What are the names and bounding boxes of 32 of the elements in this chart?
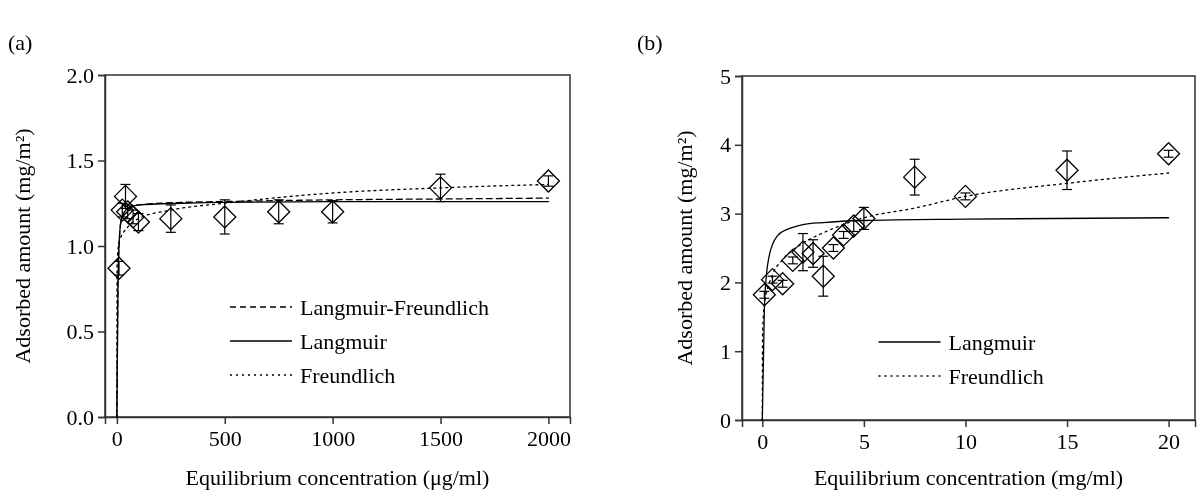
x-tick-label: 5 [858,428,870,454]
x-axis-title: Equilibrium concentration (mg/ml) [813,465,1124,490]
y-tick-label: 1 [720,338,731,364]
x-axis-title: Equilibrium concentration (μg/ml) [185,465,490,490]
y-tick-label: 4 [720,132,731,158]
legend-label: Langmuir-Freundlich [300,295,489,320]
chart-title: (b) [637,30,663,55]
y-tick-label: 2.0 [66,62,94,88]
x-tick-label: 0 [111,425,123,451]
y-tick-label: 5 [720,63,731,89]
legend-label: Freundlich [300,363,396,388]
y-axis-title: Adsorbed amount (mg/m²) [672,130,697,366]
legend-label: Freundlich [948,364,1044,389]
x-tick-label: 15 [1056,428,1079,454]
x-tick-label: 1000 [311,425,356,451]
legend-label: Langmuir [300,329,388,354]
x-tick-label: 20 [1158,428,1181,454]
legend-label: Langmuir [948,330,1036,355]
y-tick-label: 0 [720,407,731,433]
y-tick-label: 2 [720,269,731,295]
y-tick-label: 0.0 [66,404,94,430]
y-tick-label: 1.0 [66,233,94,259]
x-tick-label: 0 [757,428,769,454]
x-tick-label: 500 [208,425,242,451]
y-tick-label: 1.5 [66,148,94,174]
chart-title: (a) [8,30,33,55]
y-tick-label: 0.5 [66,319,94,345]
y-axis-title: Adsorbed amount (mg/m²) [10,128,35,364]
x-tick-label: 1500 [419,425,464,451]
y-tick-label: 3 [720,201,731,227]
x-tick-label: 2000 [526,425,571,451]
x-tick-label: 10 [954,428,977,454]
